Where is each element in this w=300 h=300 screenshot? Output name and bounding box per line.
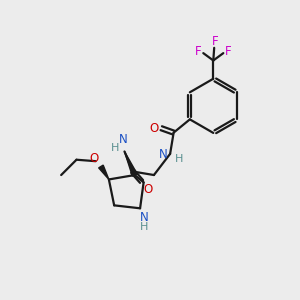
Text: N: N (118, 133, 127, 146)
Text: H: H (176, 154, 184, 164)
Text: F: F (195, 45, 201, 58)
Text: H: H (111, 143, 119, 153)
Polygon shape (124, 152, 137, 176)
Text: O: O (144, 183, 153, 196)
Text: F: F (225, 45, 232, 58)
Text: O: O (149, 122, 158, 135)
Text: O: O (89, 152, 99, 165)
Text: N: N (140, 211, 149, 224)
Text: H: H (140, 222, 149, 232)
Polygon shape (99, 165, 109, 179)
Text: N: N (159, 148, 168, 161)
Text: F: F (212, 35, 218, 48)
